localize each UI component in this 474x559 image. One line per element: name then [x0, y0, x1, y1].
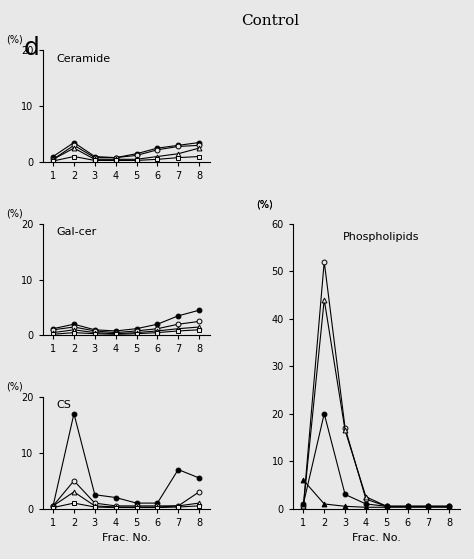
Text: Ceramide: Ceramide [56, 54, 110, 64]
Text: CS: CS [56, 400, 71, 410]
Text: d: d [24, 36, 39, 60]
Text: Control: Control [241, 14, 299, 28]
Text: (%): (%) [256, 200, 273, 210]
Text: Gal-cer: Gal-cer [56, 227, 96, 237]
Text: (%): (%) [6, 35, 23, 45]
Text: (%): (%) [256, 200, 273, 210]
Text: Phospholipids: Phospholipids [343, 232, 419, 242]
X-axis label: Frac. No.: Frac. No. [101, 533, 151, 543]
Text: (%): (%) [6, 208, 23, 218]
X-axis label: Frac. No.: Frac. No. [352, 533, 401, 543]
Text: (%): (%) [6, 381, 23, 391]
